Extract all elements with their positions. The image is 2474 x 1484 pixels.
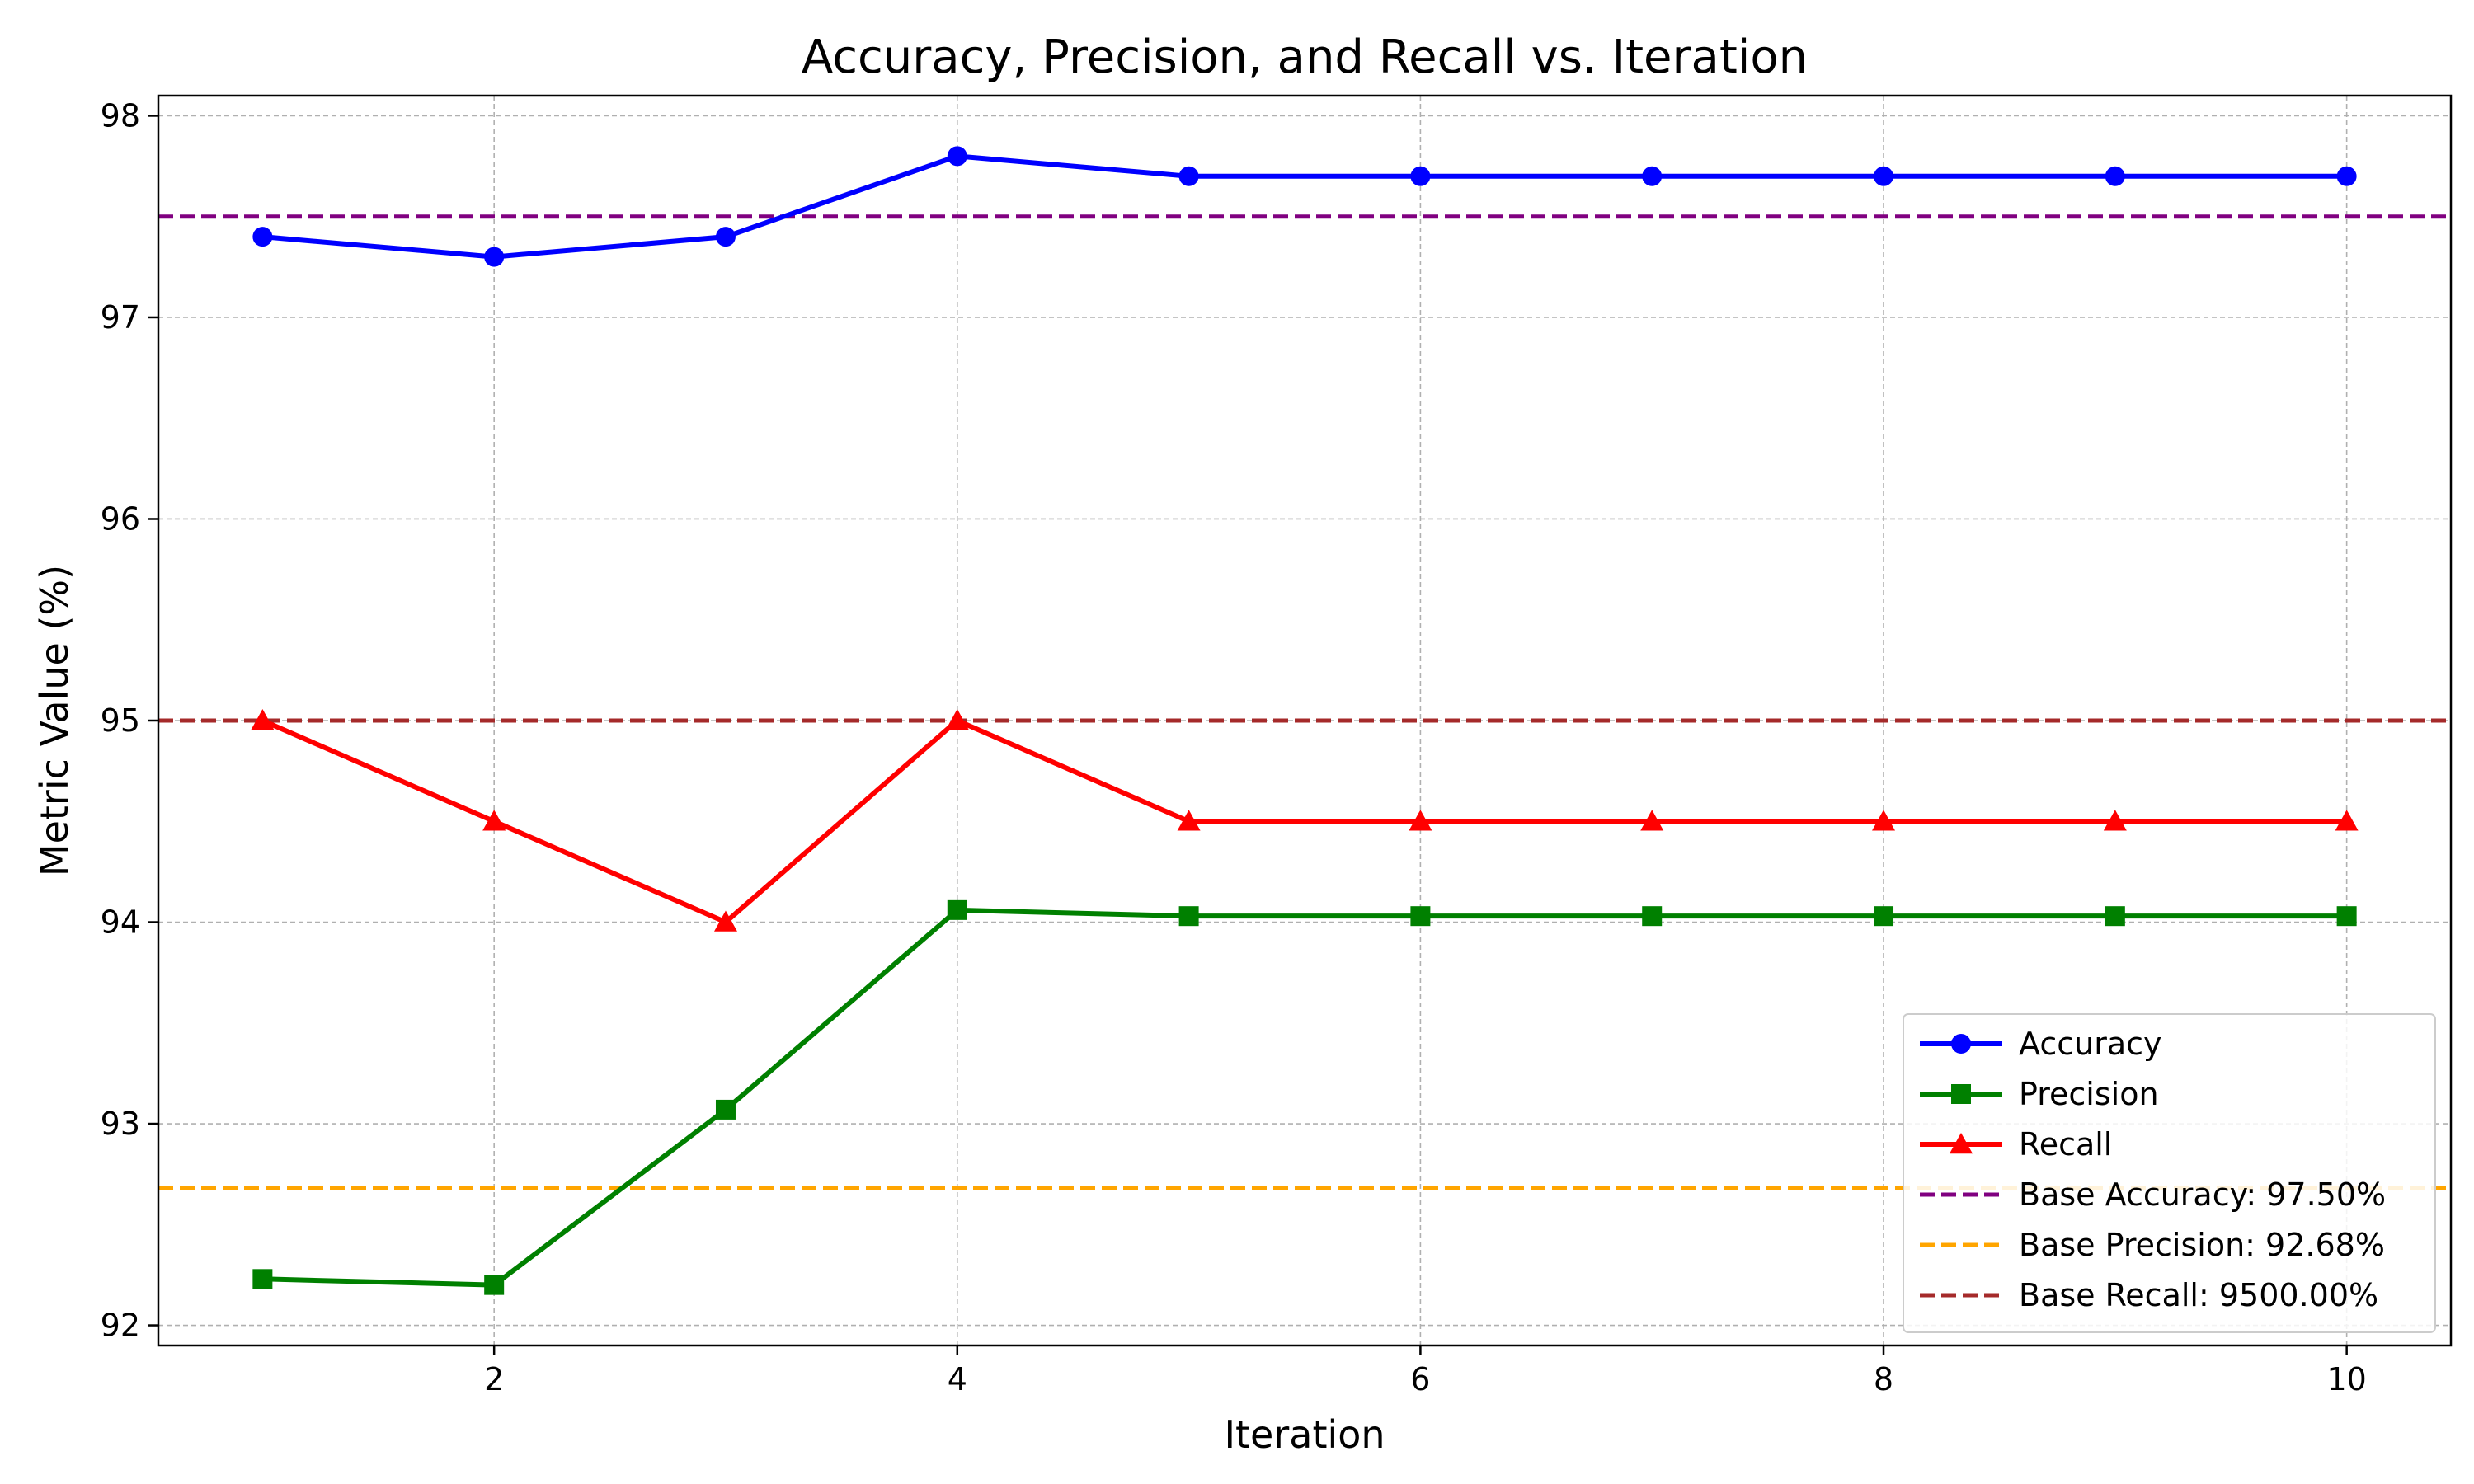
x-tick-label: 6 — [1410, 1361, 1430, 1397]
legend: Accuracy Precision Recall Base Accuracy: 97… — [1903, 1013, 2436, 1333]
data-point — [1410, 166, 1431, 186]
data-point — [2105, 166, 2125, 186]
data-point — [947, 899, 967, 920]
series-line — [262, 153, 2347, 260]
data-point — [252, 1269, 273, 1289]
data-point — [252, 227, 273, 247]
legend-item: Accuracy — [1920, 1026, 2162, 1062]
legend-box — [1903, 1013, 2436, 1333]
data-point — [1872, 810, 1896, 831]
legend-label: Precision — [2019, 1076, 2159, 1112]
data-point — [1642, 166, 1663, 186]
x-axis-title: Iteration — [1224, 1412, 1385, 1457]
data-point — [484, 247, 505, 267]
data-point — [2105, 906, 2125, 927]
y-tick-label: 98 — [101, 97, 140, 134]
x-tick-label: 2 — [484, 1361, 504, 1397]
data-point — [1642, 906, 1663, 927]
legend-label: Base Precision: 92.68% — [2019, 1227, 2385, 1263]
data-point — [1177, 810, 1201, 831]
x-tick-label: 8 — [1874, 1361, 1893, 1397]
data-point — [713, 910, 737, 932]
data-point — [2335, 810, 2359, 831]
data-point — [1640, 810, 1664, 831]
data-point — [251, 709, 275, 730]
legend-label: Base Recall: 9500.00% — [2019, 1277, 2378, 1313]
data-point — [2103, 810, 2127, 831]
legend-item: Base Precision: 92.68% — [1920, 1227, 2385, 1263]
y-tick-label: 95 — [101, 702, 140, 739]
legend-item: Base Accuracy: 97.50% — [1920, 1176, 2386, 1213]
data-point — [945, 709, 969, 730]
data-point — [715, 227, 736, 247]
y-tick-label: 97 — [101, 299, 140, 336]
legend-marker — [1950, 1133, 1973, 1154]
y-tick-label: 92 — [101, 1308, 140, 1344]
data-point — [2336, 906, 2357, 927]
x-tick-label: 10 — [2326, 1361, 2366, 1397]
data-series — [251, 146, 2359, 1295]
legend-marker — [1951, 1084, 1971, 1104]
data-point — [1874, 906, 1894, 927]
data-point — [1409, 810, 1432, 831]
data-point — [1410, 906, 1431, 927]
legend-marker — [1951, 1034, 1971, 1054]
data-point — [1178, 166, 1199, 186]
series-line — [262, 907, 2347, 1288]
series-precision — [252, 899, 2357, 1295]
legend-label: Accuracy — [2019, 1026, 2162, 1062]
data-point — [484, 1275, 505, 1295]
legend-item: Precision — [1920, 1076, 2159, 1112]
y-tick-label: 96 — [101, 500, 140, 537]
x-tick-label: 4 — [948, 1361, 967, 1397]
legend-label: Base Accuracy: 97.50% — [2019, 1176, 2386, 1213]
series-recall — [251, 709, 2359, 932]
data-point — [482, 810, 506, 831]
y-tick-label: 93 — [101, 1106, 140, 1142]
data-point — [947, 146, 967, 167]
y-axis-title: Metric Value (%) — [32, 565, 77, 876]
series-accuracy — [252, 146, 2357, 267]
legend-item: Base Recall: 9500.00% — [1920, 1277, 2378, 1313]
data-point — [2336, 166, 2357, 186]
y-tick-label: 94 — [101, 904, 140, 941]
legend-item: Recall — [1920, 1126, 2112, 1162]
axis-ticks: 2 4 6 8 10 92 93 94 95 96 97 98 — [101, 97, 2367, 1397]
data-point — [1178, 906, 1199, 927]
legend-label: Recall — [2019, 1126, 2112, 1162]
data-point — [715, 1099, 736, 1120]
series-line — [261, 718, 2347, 925]
data-point — [1874, 166, 1894, 186]
chart-title: Accuracy, Precision, and Recall vs. Iter… — [802, 31, 1808, 84]
